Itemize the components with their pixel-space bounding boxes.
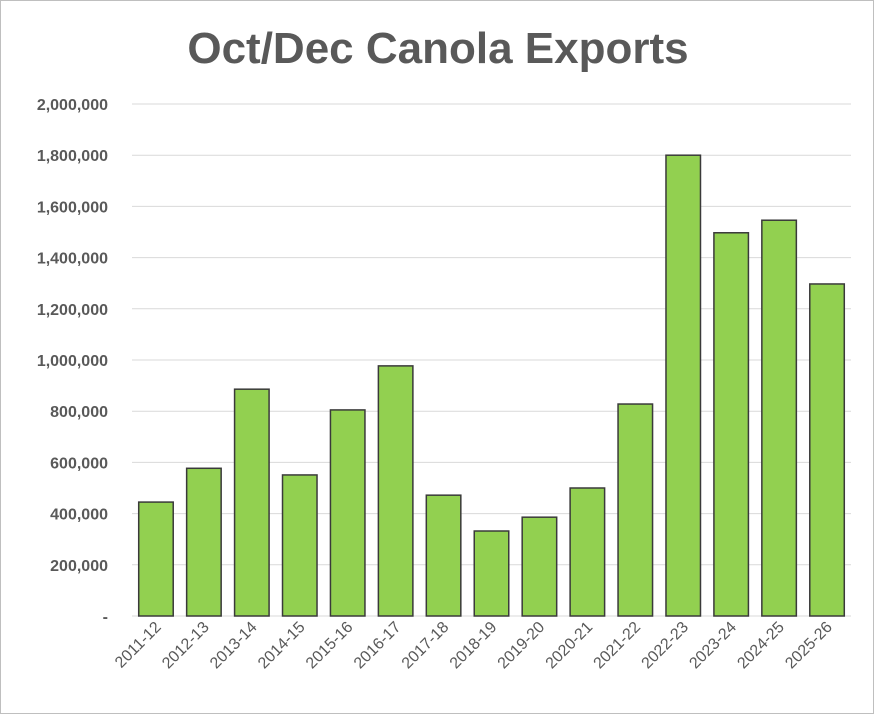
chart-title: Oct/Dec Canola Exports xyxy=(187,24,688,73)
bar-2019-20 xyxy=(521,516,558,617)
bar-2015-16 xyxy=(329,409,366,617)
bar-2017-18 xyxy=(425,494,462,617)
bar-2025-26 xyxy=(809,283,846,617)
bar-2020-21 xyxy=(569,487,606,617)
x-tick-label: 2014-15 xyxy=(255,619,309,673)
y-tick-label: 400,000 xyxy=(50,507,108,524)
x-tick-label: 2019-20 xyxy=(495,619,549,673)
y-tick-label: 1,200,000 xyxy=(37,302,108,319)
y-axis-ticks: - 200,000 400,000 600,000 800,000 1,000,000 1,… xyxy=(37,97,108,626)
x-tick-label: 2018-19 xyxy=(447,619,501,673)
x-tick-label: 2011-12 xyxy=(112,619,165,672)
x-tick-label: 2012-13 xyxy=(159,619,213,673)
bar-2013-14 xyxy=(233,388,270,617)
x-tick-label: 2024-25 xyxy=(734,619,788,673)
bar-2022-23 xyxy=(665,154,702,617)
y-tick-label: 1,400,000 xyxy=(37,251,108,268)
y-tick-label: 1,600,000 xyxy=(37,199,108,216)
y-tick-label: - xyxy=(103,609,108,626)
x-tick-label: 2021-22 xyxy=(591,619,645,673)
bar-2012-13 xyxy=(185,467,222,617)
x-tick-label: 2015-16 xyxy=(303,619,357,673)
bars xyxy=(137,154,846,617)
bar-2016-17 xyxy=(377,365,414,617)
x-tick-label: 2020-21 xyxy=(543,619,597,673)
x-tick-label: 2022-23 xyxy=(639,619,693,673)
x-tick-label: 2023-24 xyxy=(686,619,740,673)
bar-2023-24 xyxy=(713,232,750,617)
x-tick-label: 2016-17 xyxy=(351,619,405,673)
x-axis-ticks: 2011-122012-132013-142014-152015-162016-… xyxy=(112,619,836,673)
bar-2014-15 xyxy=(281,474,318,617)
x-tick-label: 2025-26 xyxy=(782,619,836,673)
y-tick-label: 1,800,000 xyxy=(37,148,108,165)
y-tick-label: 1,000,000 xyxy=(37,353,108,370)
bar-2021-22 xyxy=(617,403,654,617)
y-tick-label: 600,000 xyxy=(50,455,108,472)
x-tick-label: 2017-18 xyxy=(399,619,453,673)
x-tick-label: 2013-14 xyxy=(207,619,261,673)
bar-2011-12 xyxy=(137,501,174,617)
y-tick-label: 2,000,000 xyxy=(37,97,108,114)
y-tick-label: 800,000 xyxy=(50,404,108,421)
bar-2024-25 xyxy=(761,219,798,617)
bar-2018-19 xyxy=(473,530,510,617)
y-tick-label: 200,000 xyxy=(50,558,108,575)
